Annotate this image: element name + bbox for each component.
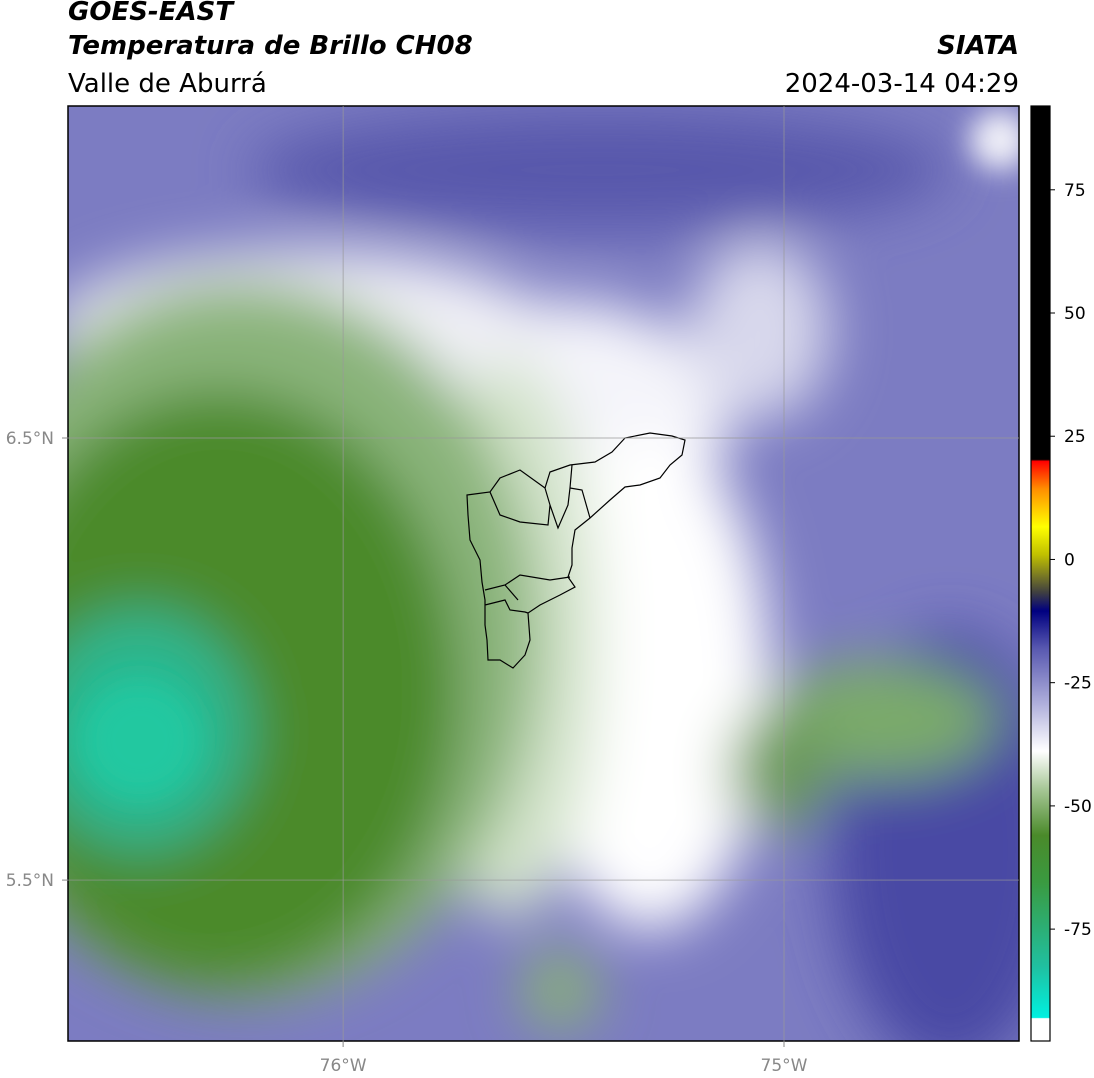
x-tick-label: 75°W xyxy=(761,1056,808,1076)
y-tick-label: 5.5°N xyxy=(6,871,54,891)
colorbar-tick-label: 0 xyxy=(1064,550,1075,570)
timestamp: 2024-03-14 04:29 xyxy=(785,69,1019,99)
map-image xyxy=(68,106,1019,1041)
colorbar-tick-label: -75 xyxy=(1064,920,1092,940)
source: SIATA xyxy=(937,31,1019,61)
title: GOES-EAST xyxy=(68,0,235,27)
x-tick-label: 76°W xyxy=(320,1056,367,1076)
colorbar-tick-label: 50 xyxy=(1064,304,1086,324)
municipality-boundaries xyxy=(466,432,686,669)
colorbar-tick-label: 75 xyxy=(1064,181,1086,201)
subtitle: Temperatura de Brillo CH08 xyxy=(68,31,473,61)
region: Valle de Aburrá xyxy=(68,69,267,99)
map-frame xyxy=(67,105,1020,1042)
colorbar xyxy=(1030,105,1051,1042)
colorbar-tick-label: -25 xyxy=(1064,674,1092,694)
y-tick-label: 6.5°N xyxy=(6,429,54,449)
colorbar-tick-label: -50 xyxy=(1064,797,1092,817)
colorbar-tick-label: 25 xyxy=(1064,427,1086,447)
